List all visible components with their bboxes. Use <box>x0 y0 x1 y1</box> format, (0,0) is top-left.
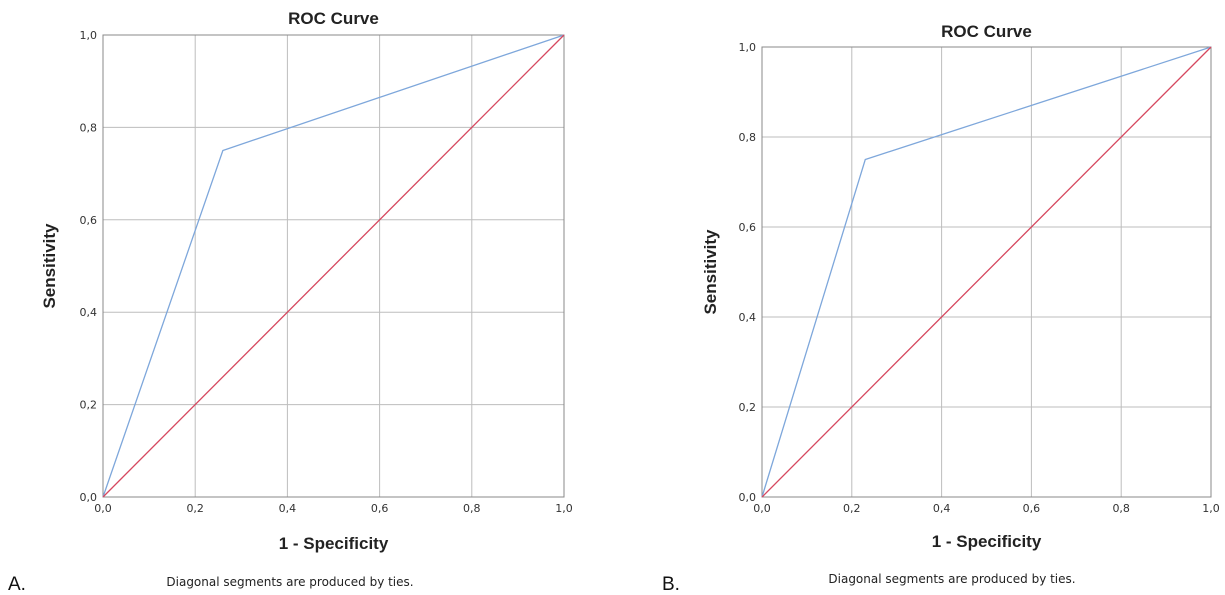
y-tick-label: 0,4 <box>739 311 757 324</box>
roc-panel-b: 0,0 0,2 0,4 0,6 0,8 1,0 0,0 0,2 0,4 0,6 0,8 1,0 ROC … <box>662 22 1220 595</box>
y-tick-label: 0,8 <box>739 131 757 144</box>
panel-label: B. <box>662 574 680 595</box>
y-tick-label: 0,8 <box>80 121 98 134</box>
plot-frame <box>761 46 1212 498</box>
ties-footnote: Diagonal segments are produced by ties. <box>166 575 413 589</box>
y-tick-label: 0,0 <box>739 491 757 504</box>
x-axis-label: 1 - Specificity <box>932 532 1042 551</box>
reference-diagonal-line <box>761 46 1212 498</box>
x-tick-label: 0,6 <box>371 502 389 515</box>
x-tick-label: 0,0 <box>94 502 112 515</box>
chart-title: ROC Curve <box>288 9 379 28</box>
chart-title: ROC Curve <box>941 22 1032 41</box>
roc-curve-line <box>102 34 565 498</box>
ties-footnote: Diagonal segments are produced by ties. <box>828 572 1075 586</box>
y-tick-label: 0,6 <box>80 214 98 227</box>
x-tick-label: 0,2 <box>186 502 204 515</box>
y-axis-label: Sensitivity <box>701 229 720 315</box>
plot-frame <box>102 34 565 498</box>
y-tick-label: 0,2 <box>739 401 757 414</box>
x-tick-label: 1,0 <box>1202 502 1220 515</box>
roc-curve-line <box>761 46 1212 498</box>
y-axis-label: Sensitivity <box>40 223 59 309</box>
x-tick-label: 0,4 <box>279 502 297 515</box>
x-tick-label: 0,2 <box>843 502 861 515</box>
y-tick-label: 1,0 <box>739 41 757 54</box>
x-tick-label: 0,4 <box>933 502 951 515</box>
roc-panel-a: 0,0 0,2 0,4 0,6 0,8 1,0 0,0 0,2 0,4 0,6 0,8 1,0 ROC … <box>8 9 573 595</box>
y-tick-label: 0,0 <box>80 491 98 504</box>
y-tick-label: 0,2 <box>80 399 98 412</box>
y-tick-label: 0,4 <box>80 306 98 319</box>
x-tick-label: 0,6 <box>1023 502 1041 515</box>
x-axis-label: 1 - Specificity <box>279 534 389 553</box>
x-tick-label: 0,8 <box>1112 502 1130 515</box>
y-tick-label: 1,0 <box>80 29 98 42</box>
x-tick-label: 0,0 <box>753 502 771 515</box>
y-tick-label: 0,6 <box>739 221 757 234</box>
panel-label: A. <box>8 574 26 595</box>
x-tick-label: 1,0 <box>555 502 573 515</box>
x-tick-label: 0,8 <box>463 502 481 515</box>
reference-diagonal-line <box>102 34 565 498</box>
